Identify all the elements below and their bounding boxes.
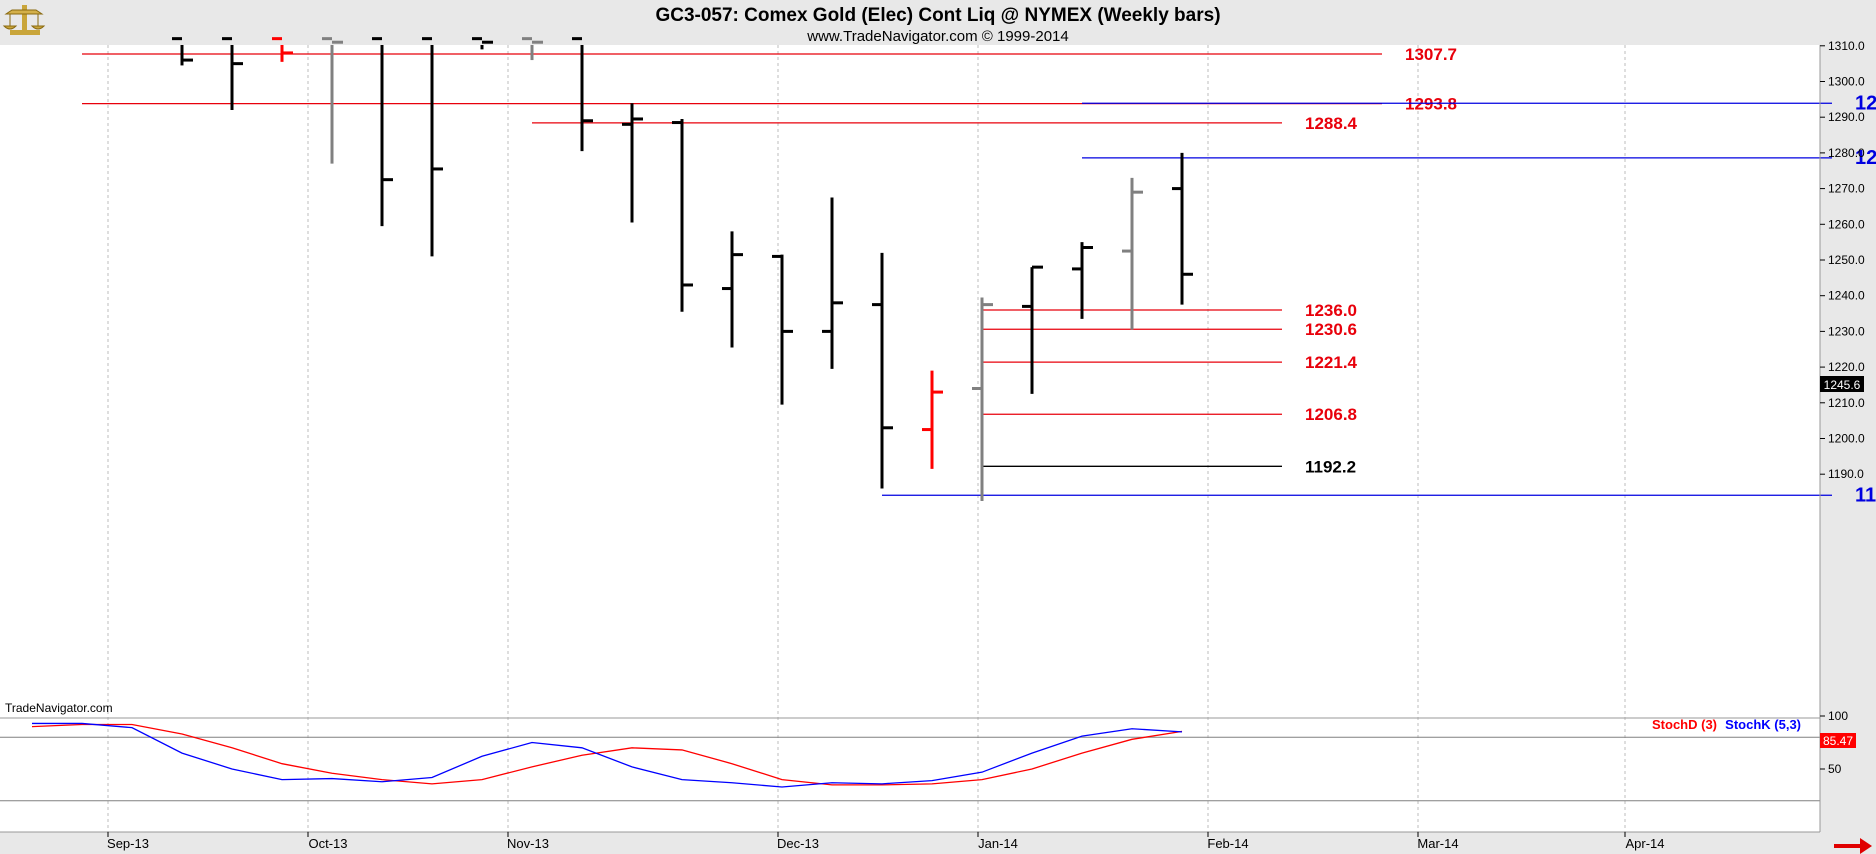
axes: Sep-13 Oct-13 Nov-13 Dec-13 Jan-14 Feb-14 Mar-…	[0, 39, 1865, 851]
x-tick-label: Sep-13	[107, 836, 149, 851]
stochk-line	[32, 722, 1183, 788]
grid	[107, 45, 1626, 832]
y-tick-label: 1280.0	[1828, 146, 1865, 160]
y-tick-label: 1210.0	[1828, 396, 1865, 410]
y-tick-label: 1220.0	[1828, 360, 1865, 374]
y-tick-label: 1310.0	[1828, 39, 1865, 53]
osc-y-tick-label: 50	[1828, 762, 1842, 776]
chart-subtitle: www.TradeNavigator.com © 1999-2014	[806, 28, 1068, 45]
legend-stochd: StochD (3)	[1652, 717, 1717, 732]
chart-title: GC3-057: Comex Gold (Elec) Cont Liq @ NY…	[655, 5, 1220, 26]
scroll-right-arrow-icon[interactable]	[1834, 838, 1872, 854]
level-label: 1236.0	[1305, 301, 1357, 320]
x-tick-label: Oct-13	[308, 836, 347, 851]
price-bars	[172, 37, 1193, 501]
y-tick-label: 1230.0	[1828, 324, 1865, 338]
y-tick-label: 1190.0	[1828, 467, 1864, 481]
y-tick-label: 1260.0	[1828, 217, 1865, 231]
level-label: 1184.1	[1855, 484, 1876, 506]
level-label: 1307.7	[1405, 45, 1457, 64]
legend-stochk: StochK (5,3)	[1725, 717, 1801, 732]
x-tick-label: Jan-14	[978, 836, 1018, 851]
level-label: 1278.6	[1855, 147, 1876, 169]
x-tick-label: Nov-13	[507, 836, 549, 851]
level-label: 1206.8	[1305, 405, 1357, 424]
level-label: 1192.2	[1305, 457, 1356, 476]
level-label: 1288.4	[1305, 114, 1358, 133]
x-tick-label: Mar-14	[1417, 836, 1458, 851]
y-tick-label: 1200.0	[1828, 431, 1865, 445]
header-band	[0, 0, 1876, 45]
y-tick-label: 1290.0	[1828, 110, 1865, 124]
x-axis-band	[0, 832, 1876, 854]
last-price-label: 1245.6	[1824, 378, 1861, 392]
level-label: 1230.6	[1305, 320, 1357, 339]
osc-y-tick-label: 100	[1828, 709, 1848, 723]
stochd-line	[31, 723, 1183, 786]
watermark: TradeNavigator.com	[5, 701, 113, 715]
y-axis-band	[1820, 45, 1876, 832]
scales-logo-icon	[2, 5, 46, 35]
y-tick-label: 1240.0	[1828, 289, 1865, 303]
x-tick-label: Dec-13	[777, 836, 819, 851]
y-tick-label: 1270.0	[1828, 182, 1865, 196]
y-tick-label: 1250.0	[1828, 253, 1865, 267]
level-label: 1221.4	[1305, 353, 1358, 372]
osc-last-badge	[1820, 733, 1856, 748]
oscillator-panel	[0, 722, 1820, 802]
osc-last-label: 85.47	[1823, 734, 1853, 748]
y-tick-label: 1300.0	[1828, 74, 1865, 88]
x-tick-label: Apr-14	[1625, 836, 1664, 851]
x-tick-label: Feb-14	[1207, 836, 1248, 851]
level-label: 1293.8	[1405, 95, 1457, 114]
last-price-badge	[1820, 376, 1864, 392]
level-label: 1293.9	[1855, 92, 1876, 114]
